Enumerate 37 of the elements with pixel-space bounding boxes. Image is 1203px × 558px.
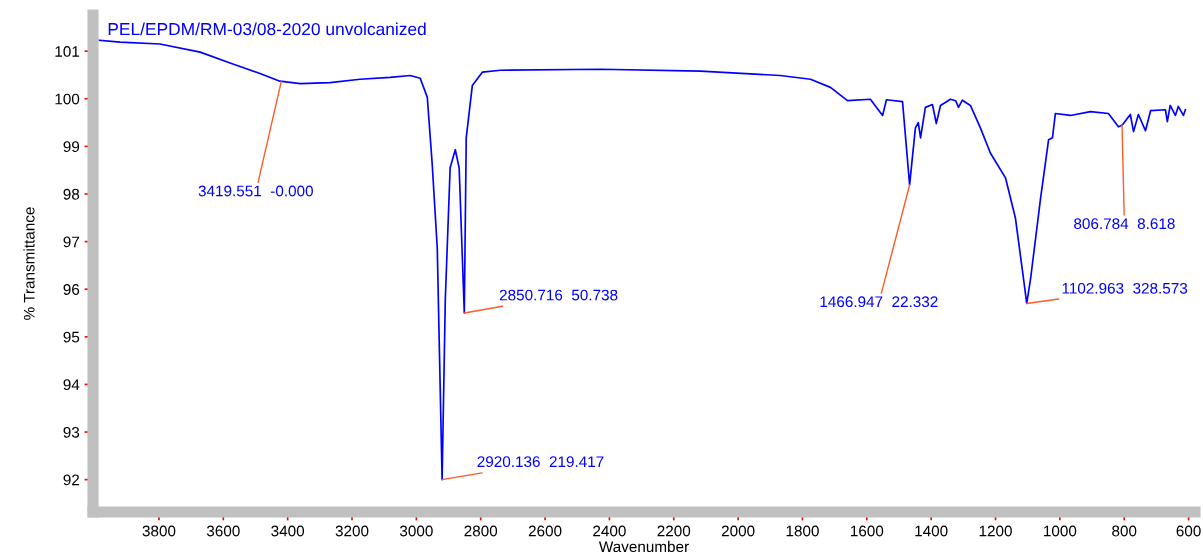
x-tick-label: 3600 (206, 525, 240, 537)
x-tick-label: 3400 (271, 525, 305, 537)
y-tick-label: 96 (63, 284, 80, 295)
y-tick-label: 93 (63, 426, 80, 438)
annotation: 2920.136 219.417 (477, 456, 604, 468)
x-tick-label: 2200 (657, 525, 691, 537)
y-tick-label: 101 (55, 46, 80, 57)
x-axis-title: Wavenumber (598, 540, 689, 553)
x-tick-label: 3800 (142, 525, 176, 537)
x-tick-label: 3200 (335, 525, 369, 537)
x-tick-label: 1000 (1044, 525, 1077, 537)
y-tick-label: 92 (63, 474, 80, 486)
chart-title: PEL/EPDM/RM-03/08-2020 unvolcanized (108, 22, 426, 36)
y-tick-label: 94 (63, 379, 80, 391)
y-tick-label: 95 (63, 331, 80, 343)
x-tick-label: 2000 (721, 525, 755, 537)
x-tick-label: 600 (1176, 525, 1201, 537)
annotation: 2850.716 50.738 (499, 289, 618, 301)
x-tick-label: 2400 (593, 525, 626, 537)
x-tick-label: 2600 (528, 525, 562, 537)
y-tick-label: 100 (55, 93, 80, 105)
annotation: 1466.947 22.332 (820, 296, 938, 308)
x-tick-label: 1400 (915, 525, 948, 537)
line-series (98, 39, 1187, 481)
annotation: 806.784 8.618 (1074, 218, 1175, 230)
y-tick-label: 98 (63, 188, 80, 200)
y-tick-label: 99 (63, 141, 80, 153)
annotation: 3419.551 -0.000 (198, 185, 313, 197)
x-tick-label: 1200 (979, 525, 1012, 537)
y-axis-title: % Transmittance (23, 207, 35, 320)
x-tick-label: 2800 (464, 525, 498, 537)
x-tick-label: 800 (1112, 525, 1137, 537)
y-tick-label: 97 (63, 236, 80, 248)
annotation: 1102.963 328.573 (1062, 282, 1188, 294)
x-tick-label: 1600 (850, 525, 884, 537)
x-tick-label: 1800 (786, 525, 819, 537)
x-tick-label: 3000 (399, 525, 433, 537)
